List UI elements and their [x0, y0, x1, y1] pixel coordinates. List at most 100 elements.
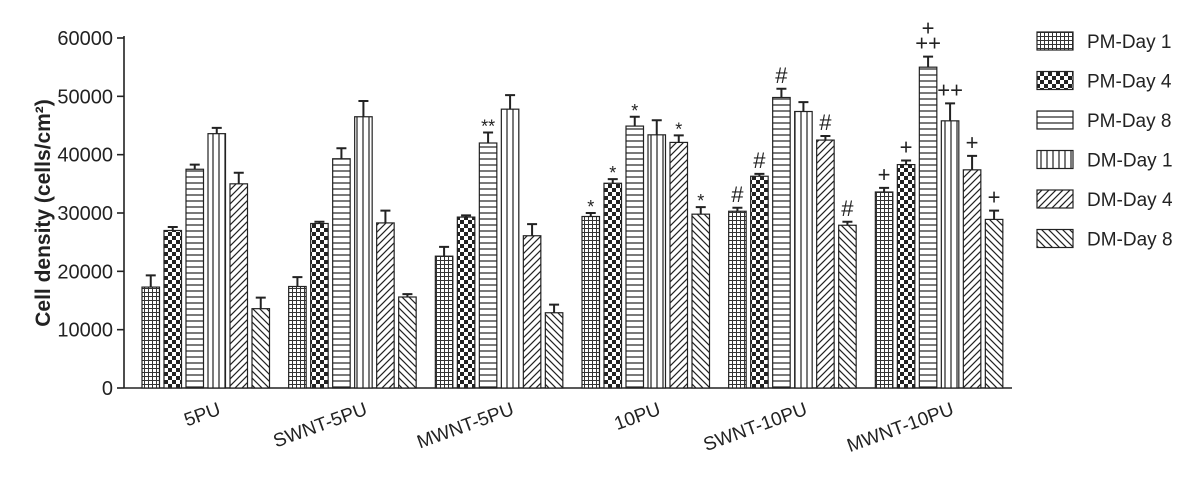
bar	[251, 308, 271, 389]
significance-marker: +	[966, 130, 979, 155]
bar	[398, 296, 417, 389]
significance-marker: **	[481, 117, 495, 137]
bar	[207, 133, 227, 389]
error-bar	[255, 296, 266, 309]
error-bar	[732, 206, 743, 212]
significance-marker: #	[841, 196, 854, 221]
y-tick-label: 20000	[57, 261, 113, 283]
bar	[896, 163, 916, 389]
bar	[669, 141, 689, 389]
error-bar	[673, 134, 684, 143]
legend-swatch	[1036, 31, 1074, 51]
bar	[288, 285, 307, 389]
bar	[647, 134, 667, 389]
error-bar	[651, 119, 662, 135]
y-tick-label: 50000	[57, 86, 113, 108]
bar	[229, 183, 249, 389]
error-bar	[754, 172, 765, 177]
bar	[772, 96, 791, 389]
error-bar	[336, 147, 347, 159]
legend-swatch	[1036, 110, 1074, 130]
x-category-label: MWNT-5PU	[414, 399, 516, 453]
bar-group-swnt-5pu	[288, 100, 417, 389]
legend-label: PM-Day 4	[1087, 72, 1172, 93]
error-bar	[695, 206, 706, 215]
error-bar	[798, 101, 809, 112]
significance-marker: *	[609, 163, 616, 183]
error-bar	[314, 220, 325, 224]
legend-label: DM-Day 4	[1087, 190, 1173, 211]
y-tick-label: 40000	[57, 145, 113, 167]
legend-swatch	[1036, 70, 1074, 91]
bar-group-5pu	[141, 126, 271, 389]
error-bar	[505, 94, 516, 110]
x-category-label: 5PU	[182, 399, 224, 431]
significance-marker: *	[587, 197, 594, 217]
legend-item: PM-Day 4	[1036, 70, 1172, 93]
error-bar	[879, 186, 890, 192]
error-bar	[585, 212, 596, 217]
bar	[962, 169, 982, 389]
bar	[141, 286, 161, 389]
bar	[625, 125, 645, 389]
y-tick-label: 0	[102, 378, 113, 400]
legend-item: DM-Day 8	[1036, 228, 1173, 251]
error-bar	[211, 126, 222, 134]
bar	[332, 158, 351, 389]
error-bar	[483, 131, 494, 143]
y-tick-label: 10000	[57, 320, 113, 342]
y-tick-label: 30000	[57, 203, 113, 225]
bar	[581, 215, 601, 389]
bar	[456, 216, 476, 389]
bar	[603, 182, 623, 389]
legend-item: DM-Day 1	[1036, 149, 1173, 172]
bar-group-mwnt-5pu: **	[434, 94, 564, 389]
legend-item: PM-Day 1	[1036, 31, 1171, 53]
significance-marker: ++	[937, 77, 963, 102]
bar-group-mwnt-10pu: +++++++++	[874, 16, 1004, 389]
error-bar	[776, 87, 787, 98]
significance-marker: #	[731, 182, 744, 207]
bar-group-10pu: * * * * *	[581, 101, 711, 389]
error-bar	[189, 163, 200, 170]
error-bar	[842, 220, 853, 226]
error-bar	[629, 115, 640, 127]
error-bar	[380, 209, 391, 223]
error-bar	[549, 303, 560, 313]
legend-label: PM-Day 8	[1087, 111, 1171, 132]
legend-label: PM-Day 1	[1087, 32, 1171, 53]
legend-swatch	[1036, 149, 1074, 170]
x-category-label: SWNT-10PU	[701, 399, 810, 456]
legend-item: DM-Day 4	[1036, 189, 1173, 211]
bar	[794, 110, 813, 389]
legend-label: DM-Day 8	[1087, 230, 1173, 251]
error-bar	[233, 171, 244, 184]
bar	[354, 116, 373, 389]
error-bar	[145, 274, 156, 288]
error-bar	[820, 135, 831, 141]
legend: PM-Day 1 PM-Day 4 PM-Day 8 DM-Day 1 DM-Day 4…	[1036, 31, 1173, 251]
bar	[434, 255, 454, 389]
error-bar	[901, 159, 912, 165]
bar	[918, 66, 938, 389]
bar-group-swnt-10pu: # # # # #	[728, 63, 857, 389]
error-bar	[527, 223, 538, 236]
legend-item: PM-Day 8	[1036, 110, 1171, 132]
axes: 0 10000 20000 30000 40000 50000 60000 5PU SWNT-5…	[57, 28, 1012, 457]
error-bar	[402, 293, 413, 297]
bar	[522, 235, 542, 389]
bar	[310, 222, 329, 389]
legend-swatch	[1036, 189, 1074, 209]
significance-marker: +	[922, 16, 935, 41]
significance-marker: *	[631, 101, 638, 121]
significance-marker: +	[900, 135, 913, 160]
bar	[728, 210, 747, 389]
x-category-label: SWNT-5PU	[271, 399, 370, 452]
legend-swatch	[1036, 228, 1074, 249]
significance-marker: +	[988, 185, 1001, 210]
error-bar	[989, 209, 1000, 220]
error-bar	[923, 55, 934, 68]
bar	[750, 175, 769, 389]
significance-marker: *	[675, 119, 682, 139]
bar	[940, 120, 960, 389]
